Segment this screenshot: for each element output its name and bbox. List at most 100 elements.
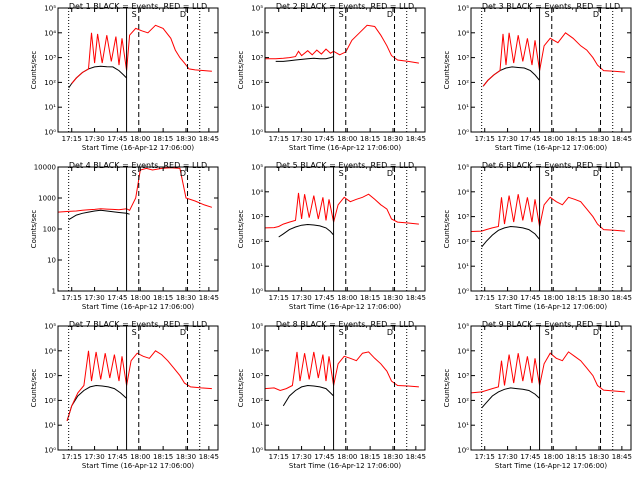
marker-label-s: S	[545, 328, 550, 337]
y-tick-label: 10¹	[251, 422, 263, 430]
events-series-line	[66, 384, 127, 421]
x-tick-label: 18:15	[360, 453, 380, 461]
y-tick-label: 10²	[44, 79, 56, 87]
y-tick-label: 10⁵	[457, 164, 469, 172]
y-tick-label: 10²	[251, 397, 263, 405]
x-tick-label: 17:45	[314, 294, 334, 302]
x-tick-label: 17:30	[291, 294, 311, 302]
panel-title: Det 8 BLACK = Events, RED = LLD	[276, 320, 414, 329]
x-tick-label: 18:15	[566, 453, 586, 461]
x-tick-label: 17:45	[520, 135, 540, 143]
x-axis-title: Start Time (16-Apr-12 17:06:00)	[289, 462, 401, 470]
x-tick-label: 18:00	[130, 294, 150, 302]
plot-frame	[264, 325, 426, 451]
y-axis-title: Counts/sec	[443, 210, 451, 249]
det-panel-8: 17:15 17:30 17:45 18:00 18:15 18:30 18:45 10⁰ 10…	[237, 320, 426, 470]
x-axis-title: Start Time (16-Apr-12 17:06:00)	[289, 144, 401, 152]
y-tick-label: 1000	[38, 195, 56, 203]
det-panel-2: 17:15 17:30 17:45 18:00 18:15 18:30 18:45 10⁰ 10…	[237, 2, 426, 152]
x-tick-label: 17:45	[520, 294, 540, 302]
events-series-line	[275, 56, 334, 62]
det-panel-1: 17:15 17:30 17:45 18:00 18:15 18:30 18:45 10⁰ 10…	[30, 2, 219, 152]
y-tick-label: 10⁰	[251, 447, 263, 455]
y-tick-label: 10³	[457, 54, 469, 62]
lld-series-line	[471, 351, 625, 394]
panel-title: Det 1 BLACK = Events, RED = LLD	[69, 2, 207, 11]
y-tick-label: 10⁰	[251, 288, 263, 296]
x-axis-title: Start Time (16-Apr-12 17:06:00)	[289, 303, 401, 311]
y-tick-label: 10⁰	[44, 129, 56, 137]
panel-title: Det 6 BLACK = Events, RED = LLD	[482, 161, 620, 170]
y-tick-label: 10¹	[44, 422, 56, 430]
x-tick-label: 17:45	[314, 453, 334, 461]
x-tick-label: 18:45	[199, 135, 219, 143]
y-tick-label: 10⁴	[457, 29, 469, 37]
y-tick-label: 1	[52, 288, 56, 296]
x-tick-label: 17:30	[497, 453, 517, 461]
x-tick-label: 18:30	[589, 135, 609, 143]
y-tick-label: 10⁰	[44, 447, 56, 455]
y-tick-label: 10⁴	[44, 347, 56, 355]
x-tick-label: 18:45	[406, 294, 426, 302]
y-tick-label: 10³	[44, 372, 56, 380]
x-tick-label: 18:30	[176, 453, 196, 461]
x-tick-label: 17:30	[291, 453, 311, 461]
x-axis-title: Start Time (16-Apr-12 17:06:00)	[495, 303, 607, 311]
det-panel-5: 17:15 17:30 17:45 18:00 18:15 18:30 18:45 10⁰ 10…	[237, 161, 426, 311]
y-axis-title: Counts/sec	[237, 51, 245, 90]
x-tick-label: 17:30	[84, 294, 104, 302]
events-series-line	[278, 223, 334, 238]
x-tick-label: 18:15	[153, 294, 173, 302]
x-tick-label: 18:00	[337, 135, 357, 143]
marker-label-s: S	[339, 10, 344, 19]
x-tick-label: 17:15	[475, 135, 495, 143]
y-tick-label: 10⁴	[457, 347, 469, 355]
y-tick-label: 10³	[251, 372, 263, 380]
marker-label-s: S	[339, 169, 344, 178]
x-tick-label: 18:15	[153, 453, 173, 461]
y-tick-label: 10³	[457, 372, 469, 380]
marker-label-d: D	[180, 169, 186, 178]
x-tick-label: 18:45	[612, 453, 632, 461]
x-tick-label: 18:15	[360, 294, 380, 302]
events-series-line	[481, 387, 540, 409]
plot-frame	[264, 166, 426, 292]
plot-frame	[470, 166, 632, 292]
x-axis-title: Start Time (16-Apr-12 17:06:00)	[82, 303, 194, 311]
x-tick-label: 18:30	[383, 294, 403, 302]
y-tick-label: 10⁴	[251, 188, 263, 196]
y-tick-label: 10⁵	[251, 5, 263, 13]
x-tick-label: 17:45	[107, 135, 127, 143]
x-axis-title: Start Time (16-Apr-12 17:06:00)	[82, 462, 194, 470]
panel-title: Det 2 BLACK = Events, RED = LLD	[276, 2, 414, 11]
y-tick-label: 10³	[251, 54, 263, 62]
y-tick-label: 10⁵	[457, 323, 469, 331]
panel-title: Det 4 BLACK = Events, RED = LLD	[69, 161, 207, 170]
x-tick-label: 17:45	[107, 294, 127, 302]
lld-series-line	[58, 167, 213, 213]
events-series-line	[282, 384, 334, 407]
lld-series-line	[482, 32, 625, 87]
plot-frame	[470, 325, 632, 451]
y-axis-title: Counts/sec	[443, 51, 451, 90]
y-tick-label: 100	[43, 226, 56, 234]
y-axis-title: Counts/sec	[237, 210, 245, 249]
y-tick-label: 10⁵	[44, 323, 56, 331]
x-tick-label: 17:30	[497, 135, 517, 143]
y-tick-label: 10²	[457, 79, 469, 87]
panel-title: Det 5 BLACK = Events, RED = LLD	[276, 161, 414, 170]
plot-frame	[470, 7, 632, 133]
x-tick-label: 18:00	[130, 135, 150, 143]
x-tick-label: 18:30	[176, 294, 196, 302]
y-tick-label: 10⁰	[457, 129, 469, 137]
y-tick-label: 10¹	[457, 422, 469, 430]
x-tick-label: 18:45	[612, 135, 632, 143]
x-tick-label: 17:45	[107, 453, 127, 461]
y-tick-label: 10¹	[457, 263, 469, 271]
x-tick-label: 17:30	[84, 453, 104, 461]
y-tick-label: 10⁰	[251, 129, 263, 137]
y-tick-label: 10⁴	[251, 29, 263, 37]
x-tick-label: 17:15	[62, 294, 82, 302]
x-tick-label: 17:45	[314, 135, 334, 143]
